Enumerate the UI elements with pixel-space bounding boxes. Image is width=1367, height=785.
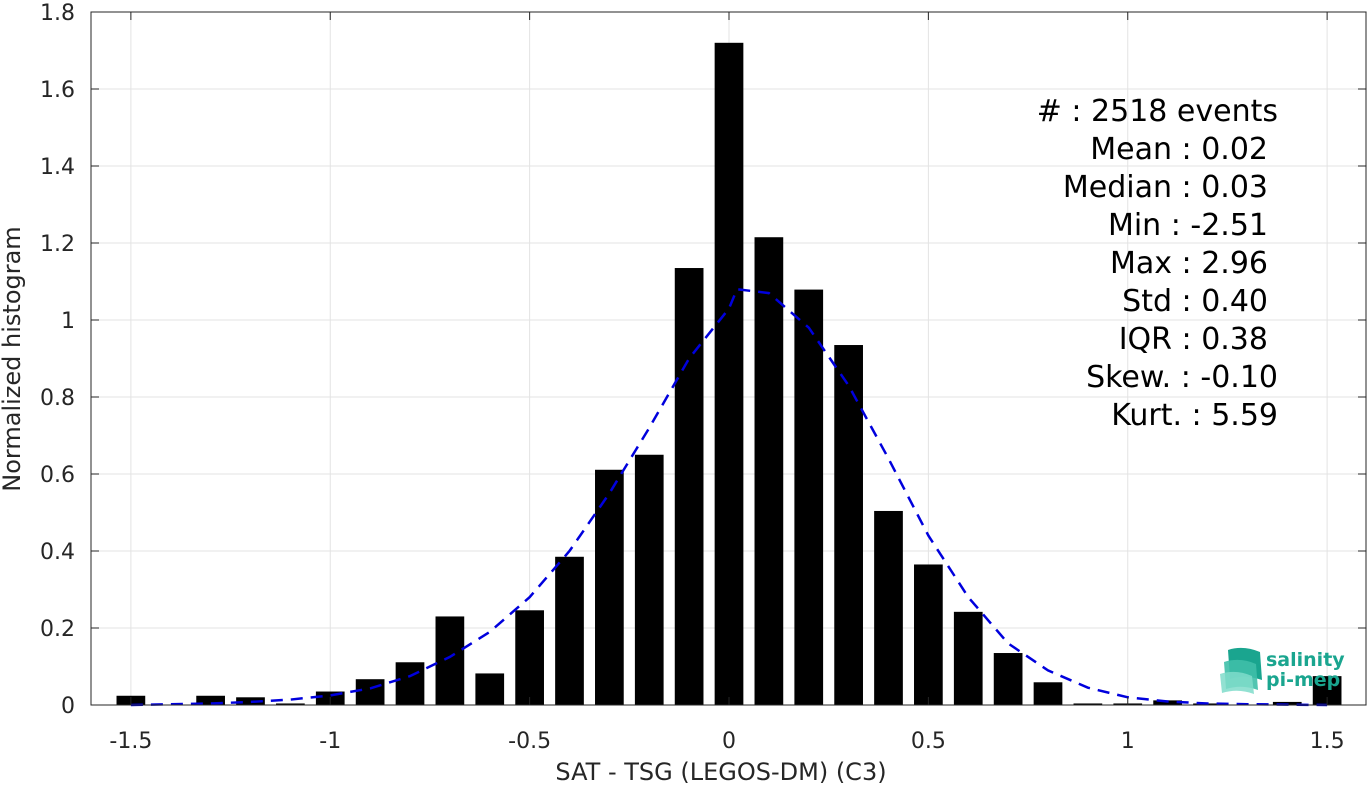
stat-std: Std : 0.40 <box>1122 284 1268 319</box>
histogram-bars <box>116 42 1342 706</box>
normal-fit-curve <box>130 287 1328 707</box>
histogram-bar <box>634 454 664 705</box>
logo-line1: salinity <box>1266 649 1345 671</box>
y-tick-label: 1.4 <box>40 155 75 180</box>
histogram-bar <box>914 564 943 705</box>
y-tick-label: 0.2 <box>40 617 75 642</box>
histogram-bar <box>714 42 744 706</box>
x-tick-label: -1.5 <box>109 729 152 754</box>
histogram-bar <box>236 697 265 705</box>
y-tick-label: 0.6 <box>40 463 75 488</box>
y-tick-label: 0.8 <box>40 386 75 411</box>
histogram-bar <box>515 610 544 705</box>
stat-count: # : 2518 events <box>1037 94 1278 129</box>
x-tick-label: -1 <box>319 729 341 754</box>
y-tick-label: 0.4 <box>40 540 75 565</box>
y-axis-label: Normalized histogram <box>0 226 26 491</box>
histogram-bar <box>874 510 903 705</box>
histogram-bar <box>674 268 704 705</box>
stat-max: Max : 2.96 <box>1110 246 1268 281</box>
histogram-bar <box>834 345 863 705</box>
x-tick-label: 0 <box>722 729 736 754</box>
stat-skew: Skew. : -0.10 <box>1086 360 1278 395</box>
stat-kurt: Kurt. : 5.59 <box>1111 398 1278 433</box>
histogram-bar <box>475 673 505 705</box>
histogram-bar <box>196 695 225 705</box>
histogram-bar <box>355 679 385 705</box>
histogram-bar <box>395 662 425 705</box>
x-tick-labels: -1.5 -1 -0.5 0 0.5 1 1.5 <box>109 729 1344 754</box>
statistics-annotation: # : 2518 events Mean : 0.02 Median : 0.0… <box>1037 94 1278 433</box>
histogram-bar <box>555 556 584 705</box>
y-tick-label: 1.8 <box>40 1 75 26</box>
x-tick-label: 1.5 <box>1310 729 1345 754</box>
y-tick-label: 0 <box>61 694 75 719</box>
histogram-bar <box>993 653 1023 705</box>
x-axis-label: SAT - TSG (LEGOS-DM) (C3) <box>555 758 886 785</box>
stat-min: Min : -2.51 <box>1108 208 1268 243</box>
histogram-bar <box>794 289 824 705</box>
histogram-bar <box>1073 703 1103 705</box>
salinity-pi-mep-logo: salinity pi-mep <box>1220 647 1345 694</box>
y-tick-labels: 0 0.2 0.4 0.6 0.8 1 1.2 1.4 1.6 1.8 <box>40 1 75 719</box>
histogram-bar <box>754 237 784 705</box>
logo-wave-icon <box>1220 647 1262 694</box>
stat-mean: Mean : 0.02 <box>1090 132 1268 167</box>
histogram-bar <box>595 469 624 705</box>
logo-line2: pi-mep <box>1266 669 1340 691</box>
y-tick-label: 1 <box>61 309 75 334</box>
stat-median: Median : 0.03 <box>1063 170 1268 205</box>
histogram-bar <box>276 703 305 705</box>
y-tick-label: 1.2 <box>40 232 75 257</box>
x-tick-label: 0.5 <box>911 729 946 754</box>
x-tick-label: -0.5 <box>508 729 551 754</box>
axes-frame <box>90 11 1367 706</box>
histogram-bar <box>953 611 983 705</box>
stat-iqr: IQR : 0.38 <box>1119 322 1268 357</box>
histogram-bar <box>1033 682 1063 705</box>
histogram-bar <box>435 616 465 705</box>
y-tick-label: 1.6 <box>40 78 75 103</box>
x-tick-label: 1 <box>1121 729 1135 754</box>
